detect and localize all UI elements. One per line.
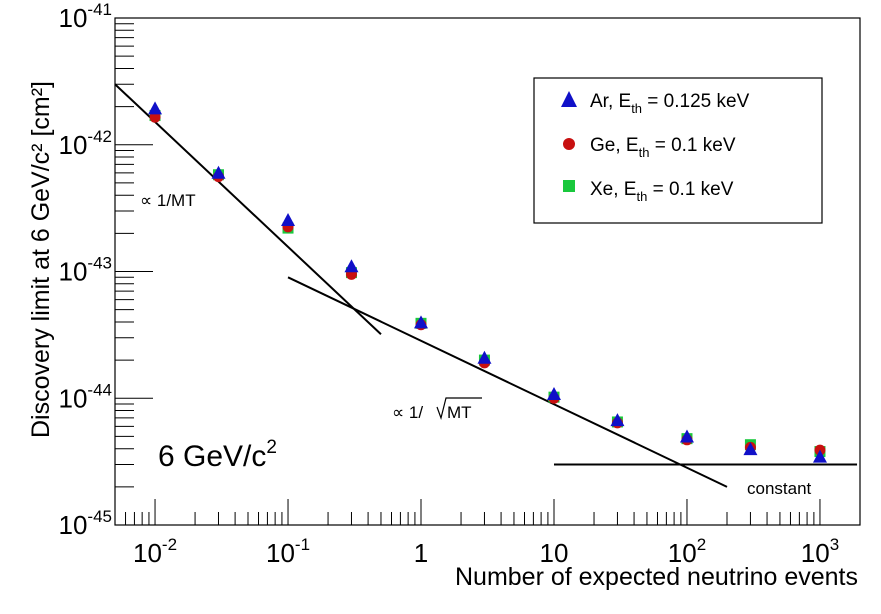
data-point-ar bbox=[211, 165, 226, 179]
y-tick-label-exponent: -45 bbox=[87, 507, 112, 526]
legend-label-xe-rest: = 0.1 keV bbox=[647, 179, 733, 200]
data-point-ar bbox=[812, 449, 827, 463]
x-tick-label-exponent: -1 bbox=[295, 535, 310, 554]
data-point-ar bbox=[477, 350, 492, 364]
annotation-mass-main: 6 GeV/c bbox=[158, 440, 266, 473]
y-axis-title: Discovery limit at 6 GeV/c² [cm²] bbox=[27, 81, 55, 438]
x-tick-label-base: 10 bbox=[266, 538, 295, 568]
y-tick-label: 10-45 bbox=[59, 507, 113, 540]
data-point-ge bbox=[149, 111, 161, 123]
x-tick-label: 102 bbox=[668, 535, 706, 568]
legend-label-ge: Ge, Eth = 0.1 keV bbox=[590, 135, 736, 160]
legend-label-xe-main: Xe, E bbox=[590, 179, 636, 200]
x-tick-label: 10 bbox=[540, 538, 569, 568]
legend-label-xe: Xe, Eth = 0.1 keV bbox=[590, 179, 734, 204]
annotation-inverse-mt: ∝ 1/MT bbox=[140, 191, 196, 210]
annotation-constant: constant bbox=[747, 479, 812, 498]
reference-lines bbox=[114, 83, 858, 488]
legend-item-xe: Xe, Eth = 0.1 keV bbox=[563, 179, 734, 204]
legend-label-ge-rest: = 0.1 keV bbox=[649, 135, 735, 156]
y-tick-label-exponent: -43 bbox=[87, 254, 112, 273]
legend: Ar, Eth = 0.125 keV Ge, Eth = 0.1 keV Xe… bbox=[533, 77, 823, 224]
sqrt-sign-icon bbox=[436, 397, 482, 421]
x-tick-label-exponent: -2 bbox=[162, 535, 177, 554]
y-tick-label: 10-41 bbox=[59, 0, 113, 33]
x-tick-label: 1 bbox=[414, 538, 428, 568]
data-point-ar bbox=[610, 413, 625, 427]
x-tick-label-base: 10 bbox=[133, 538, 162, 568]
legend-label-ar-main: Ar, E bbox=[590, 91, 631, 112]
legend-square-icon bbox=[563, 180, 575, 192]
y-tick-label-base: 10 bbox=[59, 383, 88, 413]
data-point-ar bbox=[281, 213, 296, 227]
y-tick-label-base: 10 bbox=[59, 130, 88, 160]
legend-label-ar: Ar, Eth = 0.125 keV bbox=[590, 91, 750, 116]
x-tick-label-base: 10 bbox=[668, 538, 697, 568]
legend-label-ge-sub: th bbox=[639, 145, 650, 160]
annotation-mass: 6 GeV/c2 bbox=[158, 437, 277, 473]
legend-label-ar-sub: th bbox=[631, 101, 642, 116]
annotation-inverse-sqrt-radicand: MT bbox=[447, 403, 472, 422]
data-point-ar bbox=[679, 429, 694, 443]
x-tick-label-exponent: 3 bbox=[830, 535, 839, 554]
reference-line-inverse-sqrt-mt bbox=[287, 276, 728, 488]
y-tick-label-exponent: -44 bbox=[87, 380, 112, 399]
legend-box bbox=[533, 77, 823, 224]
reference-line-inverse-mt bbox=[114, 83, 382, 335]
y-tick-label-base: 10 bbox=[59, 3, 88, 33]
legend-item-ge: Ge, Eth = 0.1 keV bbox=[563, 135, 736, 160]
y-tick-label: 10-43 bbox=[59, 254, 113, 287]
legend-item-ar: Ar, Eth = 0.125 keV bbox=[561, 91, 750, 116]
y-tick-label-exponent: -42 bbox=[87, 127, 112, 146]
x-tick-label-exponent: 2 bbox=[697, 535, 706, 554]
legend-label-ge-main: Ge, E bbox=[590, 135, 639, 156]
data-point-ar bbox=[148, 101, 163, 115]
annotation-mass-sup: 2 bbox=[266, 437, 277, 458]
data-points bbox=[148, 101, 827, 463]
data-point-ar bbox=[743, 442, 758, 456]
annotation-inverse-sqrt-mt: ∝ 1/ MT bbox=[392, 397, 482, 422]
data-point-ar bbox=[414, 315, 429, 329]
y-tick-label-base: 10 bbox=[59, 257, 88, 287]
legend-circle-icon bbox=[563, 138, 575, 150]
annotation-inverse-sqrt-prefix: ∝ 1/ bbox=[392, 403, 423, 422]
x-tick-label: 10-1 bbox=[266, 535, 310, 568]
x-tick-label-base: 10 bbox=[801, 538, 830, 568]
y-tick-label-base: 10 bbox=[59, 510, 88, 540]
x-tick-label: 10-2 bbox=[133, 535, 177, 568]
y-tick-label: 10-42 bbox=[59, 127, 113, 160]
x-axis-ticks bbox=[114, 499, 861, 525]
y-tick-label: 10-44 bbox=[59, 380, 113, 413]
legend-label-ar-rest: = 0.125 keV bbox=[642, 91, 750, 112]
x-tick-label-base: 10 bbox=[540, 538, 569, 568]
x-tick-label-base: 1 bbox=[414, 538, 428, 568]
legend-label-xe-sub: th bbox=[636, 189, 647, 204]
legend-triangle-icon bbox=[561, 91, 577, 107]
x-tick-label: 103 bbox=[801, 535, 839, 568]
data-point-ar bbox=[546, 387, 561, 401]
y-axis-ticks bbox=[115, 17, 153, 526]
data-point-ar bbox=[344, 259, 359, 273]
x-axis-title: Number of expected neutrino events bbox=[455, 563, 858, 591]
x-axis-tick-labels: 10-2 10-1 1 10 102 103 bbox=[133, 535, 839, 568]
y-tick-label-exponent: -41 bbox=[87, 0, 112, 19]
